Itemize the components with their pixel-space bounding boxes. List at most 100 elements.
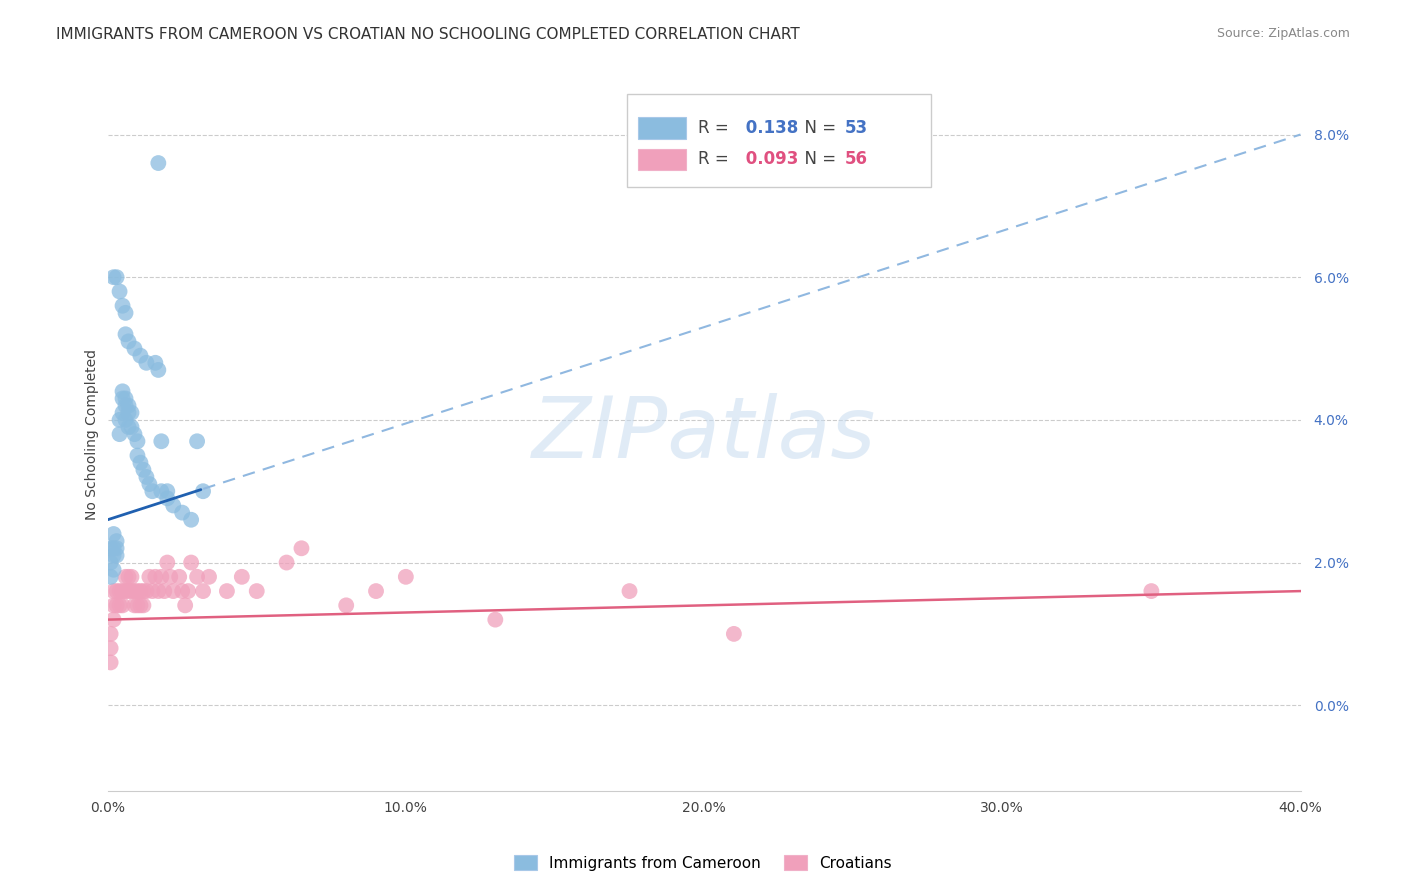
Point (117, 570, 139, 584)
Point (162, 499, 184, 513)
Text: Source: ZipAtlas.com: Source: ZipAtlas.com (1216, 27, 1350, 40)
Point (100, 641, 122, 656)
Point (121, 420, 143, 434)
Point (127, 584, 149, 599)
Point (335, 599, 357, 613)
Point (246, 584, 269, 599)
Point (167, 570, 190, 584)
Point (129, 456, 152, 470)
Point (124, 584, 146, 599)
Point (111, 406, 134, 420)
Point (108, 584, 131, 599)
Point (148, 156, 170, 170)
Legend: Immigrants from Cameroon, Croatians: Immigrants from Cameroon, Croatians (505, 846, 901, 880)
Point (108, 413, 131, 427)
Point (141, 584, 163, 599)
Point (132, 463, 155, 477)
Text: 0.093: 0.093 (740, 151, 799, 169)
Point (111, 299, 134, 313)
Point (117, 406, 139, 420)
Point (138, 570, 160, 584)
Point (129, 349, 152, 363)
Point (159, 570, 181, 584)
Point (121, 406, 143, 420)
Point (172, 584, 194, 599)
FancyBboxPatch shape (638, 118, 686, 139)
Point (135, 470, 157, 484)
Point (132, 599, 155, 613)
Point (148, 584, 170, 599)
Point (290, 541, 312, 556)
Text: N =: N = (793, 120, 841, 137)
Point (108, 427, 131, 442)
Point (114, 392, 136, 406)
Point (127, 599, 149, 613)
Point (124, 427, 146, 442)
FancyBboxPatch shape (638, 149, 686, 170)
Point (395, 570, 418, 584)
Text: ZIPatlas: ZIPatlas (531, 392, 876, 475)
Point (162, 584, 184, 599)
Point (100, 570, 122, 584)
Text: R =: R = (699, 151, 734, 169)
Point (103, 563, 125, 577)
Point (156, 556, 179, 570)
Point (103, 613, 125, 627)
Point (276, 556, 298, 570)
Point (105, 549, 128, 563)
Point (138, 477, 160, 491)
Point (186, 434, 208, 449)
Point (105, 599, 128, 613)
Point (172, 506, 194, 520)
Point (103, 599, 125, 613)
Text: 0.138: 0.138 (740, 120, 799, 137)
Point (114, 584, 136, 599)
Point (191, 584, 214, 599)
Point (111, 384, 134, 399)
Point (103, 584, 125, 599)
Point (108, 285, 131, 299)
Point (215, 584, 238, 599)
Point (150, 484, 173, 499)
Point (143, 570, 166, 584)
Y-axis label: No Schooling Completed: No Schooling Completed (86, 349, 100, 520)
Point (124, 599, 146, 613)
Point (111, 584, 134, 599)
Point (100, 627, 122, 641)
Point (132, 584, 155, 599)
Point (174, 599, 197, 613)
Point (198, 570, 221, 584)
Point (143, 356, 166, 370)
Point (114, 570, 136, 584)
Point (114, 413, 136, 427)
Point (1140, 584, 1163, 599)
Point (105, 534, 128, 549)
Point (103, 270, 125, 285)
Point (121, 584, 143, 599)
Point (114, 306, 136, 320)
Point (117, 399, 139, 413)
Point (103, 549, 125, 563)
Point (364, 584, 387, 599)
Text: 53: 53 (845, 120, 868, 137)
Text: R =: R = (699, 120, 734, 137)
Point (129, 599, 152, 613)
Point (141, 484, 163, 499)
FancyBboxPatch shape (627, 94, 931, 186)
Point (135, 584, 157, 599)
Point (127, 449, 149, 463)
Point (156, 491, 179, 506)
Point (723, 627, 745, 641)
Point (153, 584, 176, 599)
Point (619, 584, 641, 599)
Point (180, 513, 202, 527)
Point (191, 484, 214, 499)
Point (484, 613, 506, 627)
Point (100, 541, 122, 556)
Point (148, 363, 170, 377)
Point (103, 527, 125, 541)
Text: N =: N = (793, 151, 841, 169)
Point (231, 570, 253, 584)
Point (117, 584, 139, 599)
Point (100, 656, 122, 670)
